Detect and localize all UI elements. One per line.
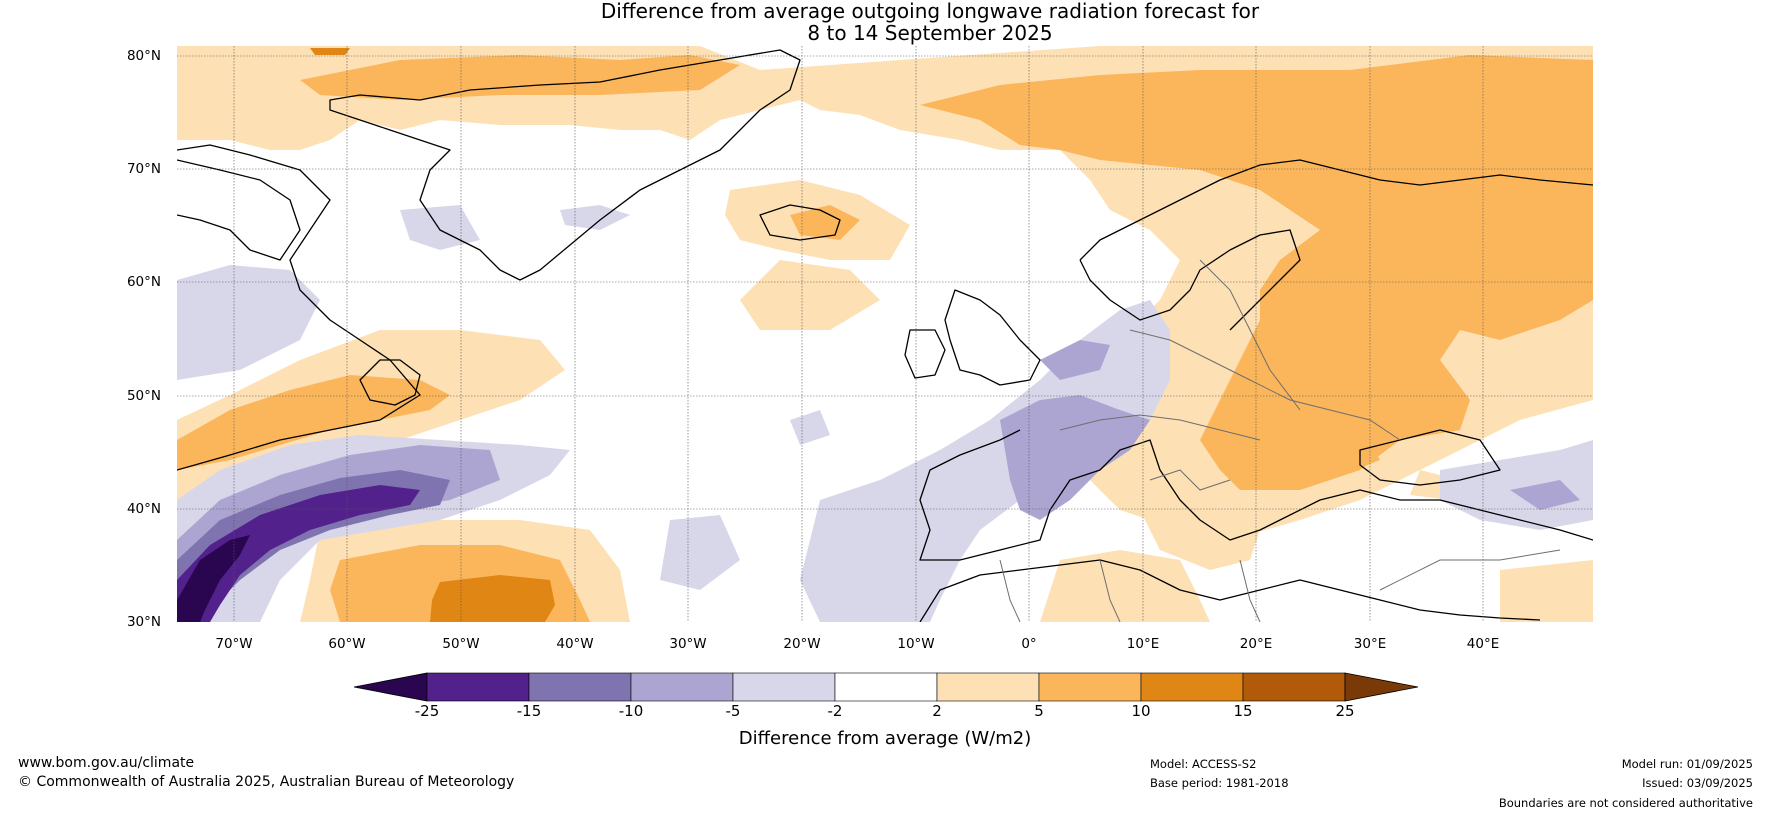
colorbar-cell — [528, 672, 632, 702]
colorbar-cell — [630, 672, 734, 702]
greenland-coast — [329, 49, 801, 281]
colorbar-tick: -5 — [725, 702, 741, 720]
iceland-coast — [759, 204, 841, 241]
country-borders — [999, 259, 1561, 622]
lon-label-10w: 10°W — [897, 636, 935, 652]
lat-label-60n: 60°N — [126, 274, 161, 290]
map-title-line2: 8 to 14 September 2025 — [807, 21, 1053, 45]
colorbar-tick: 2 — [932, 702, 942, 720]
anomaly-below-minus25-fill — [177, 535, 250, 622]
colorbar-tick: 25 — [1335, 702, 1355, 720]
colorbar-tick: -25 — [414, 702, 440, 720]
colorbar-tick: -15 — [516, 702, 542, 720]
colorbar-cell — [426, 672, 530, 702]
lon-label-40w: 40°W — [556, 636, 594, 652]
map-title: Difference from average outgoing longwav… — [0, 0, 1770, 44]
ireland-coast — [904, 329, 946, 379]
lat-label-40n: 40°N — [126, 501, 161, 517]
lon-label-0: 0° — [1021, 636, 1037, 652]
scandinavia-coast — [1079, 159, 1593, 331]
issued-text: Issued: 03/09/2025 — [1642, 776, 1753, 790]
europe-west-coast — [919, 429, 1593, 561]
colorbar-tick: 10 — [1131, 702, 1151, 720]
colorbar-cell — [936, 672, 1040, 702]
africa-coast — [919, 559, 1541, 622]
gridlines — [177, 46, 1593, 622]
colorbar-tick: -10 — [618, 702, 644, 720]
lon-label-20w: 20°W — [783, 636, 821, 652]
lat-label-30n: 30°N — [126, 614, 161, 630]
baffin-coast — [177, 159, 301, 261]
colorbar-cell — [1242, 672, 1346, 702]
lon-label-70w: 70°W — [215, 636, 253, 652]
model-text: Model: ACCESS-S2 — [1150, 757, 1257, 771]
lat-label-70n: 70°N — [126, 161, 161, 177]
labrador-coast — [177, 144, 421, 471]
colorbar-extend-low — [353, 672, 428, 702]
coastlines — [177, 49, 1593, 622]
lon-label-40e: 40°E — [1466, 636, 1500, 652]
lat-label-50n: 50°N — [126, 388, 161, 404]
lon-label-50w: 50°W — [442, 636, 480, 652]
lon-label-60w: 60°W — [328, 636, 366, 652]
lon-label-30e: 30°E — [1353, 636, 1387, 652]
colorbar-tick: 5 — [1034, 702, 1044, 720]
newfoundland-coast — [359, 359, 421, 406]
colorbar-cell — [732, 672, 836, 702]
disclaimer-text: Boundaries are not considered authoritat… — [1498, 796, 1753, 810]
lon-label-10e: 10°E — [1126, 636, 1160, 652]
colorbar-tick: 15 — [1233, 702, 1253, 720]
colorbar-cell — [1140, 672, 1244, 702]
model-run-text: Model run: 01/09/2025 — [1621, 757, 1753, 771]
map-title-line1: Difference from average outgoing longwav… — [600, 0, 1260, 23]
colorbar-tick: -2 — [827, 702, 843, 720]
colorbar-cell — [1038, 672, 1142, 702]
website-text: www.bom.gov.au/climate — [18, 755, 195, 771]
lon-label-20e: 20°E — [1239, 636, 1273, 652]
britain-coast — [944, 289, 1041, 386]
copyright-text: © Commonwealth of Australia 2025, Austra… — [18, 774, 515, 790]
lon-label-30w: 30°W — [669, 636, 707, 652]
colorbar-extend-high — [1344, 672, 1419, 702]
lat-label-80n: 80°N — [126, 48, 161, 64]
colorbar-label: Difference from average (W/m2) — [738, 728, 1032, 749]
base-period-text: Base period: 1981-2018 — [1150, 776, 1289, 790]
colorbar-cell — [834, 672, 938, 702]
